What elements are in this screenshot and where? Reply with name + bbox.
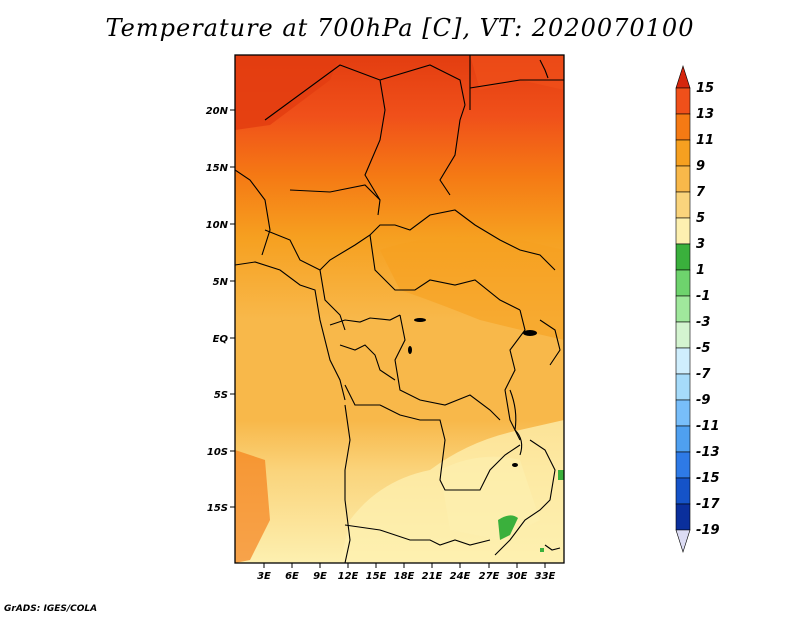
colorbar-label: -7 [696,367,711,382]
lat-label: 10S [207,447,228,458]
colorbar-segment [675,399,691,427]
lakes [408,318,537,467]
lon-axis [263,563,546,568]
colorbar-label: -13 [696,445,720,460]
colorbar-label: 9 [696,159,705,174]
lon-label: 6E [285,571,299,582]
lon-label: 24E [450,571,471,582]
colorbar-label: 11 [696,133,714,148]
colorbar-label: 7 [696,185,706,200]
lon-label: 18E [394,571,415,582]
colorbar-segment [675,477,691,505]
colorbar-label: 5 [696,211,705,226]
colorbar-segment [675,321,691,349]
colorbar-label: -19 [696,523,720,538]
colorbar-segment [675,165,691,193]
temperature-field [235,55,564,563]
colorbar-segment [675,191,691,219]
lon-labels: 3E 6E 9E 12E 15E 18E 21E 24E 27E 30E 33E [257,571,555,582]
lon-label: 21E [422,571,443,582]
lat-labels: 20N 15N 10N 5N EQ 5S 10S 15S [206,106,229,514]
colorbar-segment [675,425,691,453]
colorbar-label: -9 [696,393,710,408]
lon-label: 9E [313,571,327,582]
lon-label: 15E [366,571,387,582]
colorbar-segment [675,113,691,141]
colorbar-label: 13 [696,107,714,122]
lat-label: EQ [213,334,229,345]
colorbar-segment [675,87,691,115]
colorbar-bottom-arrow [675,529,691,553]
colorbar-segment [675,373,691,401]
colorbar-label: -3 [696,315,710,330]
lat-label: 10N [206,220,229,231]
map-frame [234,54,565,564]
lat-label: 5N [213,277,229,288]
colorbar-segment [675,295,691,323]
lon-label: 3E [257,571,271,582]
colorbar-label: -11 [696,419,720,434]
grads-credit: GrADS: IGES/COLA [4,604,98,614]
lat-label: 15S [207,503,228,514]
colorbar-segment [675,269,691,297]
lon-label: 27E [479,571,500,582]
lat-axis [230,109,235,508]
colorbar-label: -5 [696,341,710,356]
colorbar-top-arrow [675,65,691,89]
colorbar-segment [675,451,691,479]
country-borders [235,55,564,563]
lat-label: 15N [206,163,229,174]
colorbar-segment [675,217,691,245]
lat-label: 20N [206,106,229,117]
colorbar-label: 1 [696,263,705,278]
colorbar-segment [675,243,691,271]
colorbar-segment [675,139,691,167]
colorbar-segment [675,503,691,531]
map-title: Temperature at 700hPa [C], VT: 202007010… [105,14,695,42]
colorbar-label: 15 [696,81,714,96]
colorbar: 15 13 11 9 7 5 3 1 -1 -3 -5 -7 -9 -11 -13 -15 -17 -19 [675,65,720,553]
lat-label: 5S [214,390,228,401]
colorbar-segment [675,347,691,375]
colorbar-label: -15 [696,471,720,486]
colorbar-label: 3 [696,237,705,252]
lon-label: 30E [507,571,528,582]
lon-label: 12E [338,571,359,582]
colorbar-label: -17 [696,497,720,512]
colorbar-label: -1 [696,289,710,304]
lon-label: 33E [535,571,556,582]
